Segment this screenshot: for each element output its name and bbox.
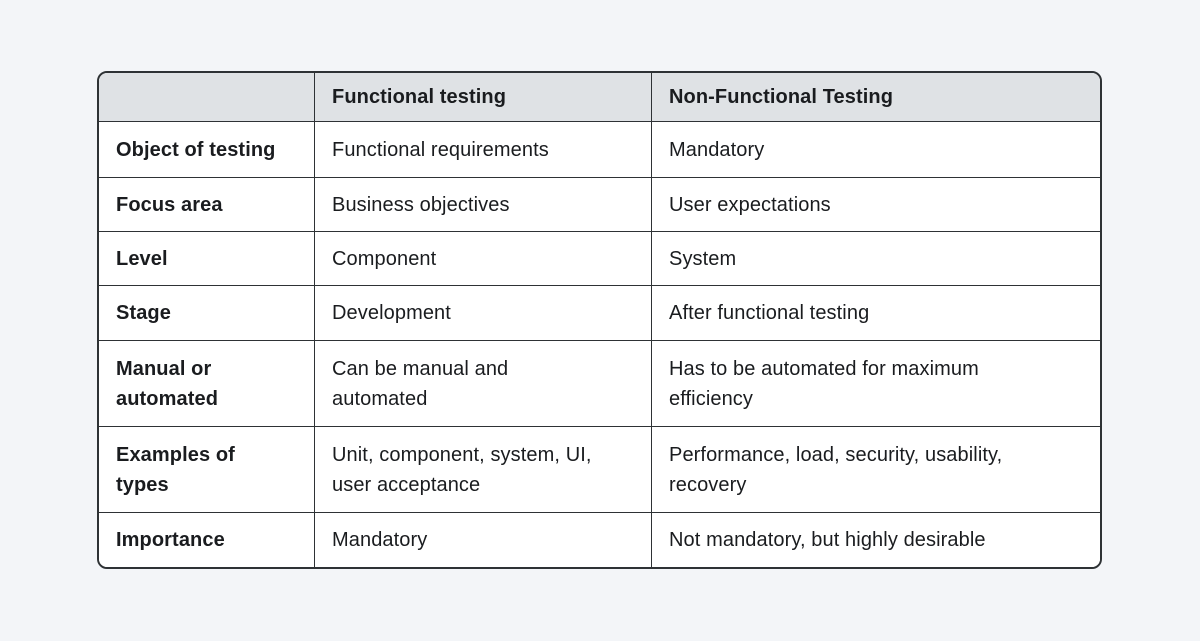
- functional-value-cell: Business objectives: [315, 178, 652, 232]
- non-functional-value-cell: User expectations: [652, 178, 1100, 232]
- column-header-non-functional: Non-Functional Testing: [652, 73, 1100, 122]
- row-label-cell: Manual or automated: [99, 341, 315, 427]
- row-label-cell: Examples of types: [99, 427, 315, 513]
- non-functional-value-cell: Has to be automated for maximum efficien…: [652, 341, 1100, 427]
- comparison-table: Functional testing Non-Functional Testin…: [97, 71, 1102, 569]
- non-functional-value-cell: Mandatory: [652, 122, 1100, 178]
- functional-value-cell: Functional requirements: [315, 122, 652, 178]
- non-functional-value-cell: System: [652, 232, 1100, 286]
- comparison-table-grid: Functional testing Non-Functional Testin…: [99, 73, 1100, 567]
- row-label-cell: Level: [99, 232, 315, 286]
- functional-value-cell: Can be manual and automated: [315, 341, 652, 427]
- functional-value-cell: Unit, component, system, UI, user accept…: [315, 427, 652, 513]
- non-functional-value-cell: Performance, load, security, usability, …: [652, 427, 1100, 513]
- functional-value-cell: Component: [315, 232, 652, 286]
- functional-value-cell: Development: [315, 286, 652, 341]
- non-functional-value-cell: After functional testing: [652, 286, 1100, 341]
- functional-value-cell: Mandatory: [315, 513, 652, 567]
- corner-header-cell: [99, 73, 315, 122]
- row-label-cell: Object of testing: [99, 122, 315, 178]
- column-header-functional: Functional testing: [315, 73, 652, 122]
- row-label-cell: Importance: [99, 513, 315, 567]
- row-label-cell: Focus area: [99, 178, 315, 232]
- non-functional-value-cell: Not mandatory, but highly desirable: [652, 513, 1100, 567]
- row-label-cell: Stage: [99, 286, 315, 341]
